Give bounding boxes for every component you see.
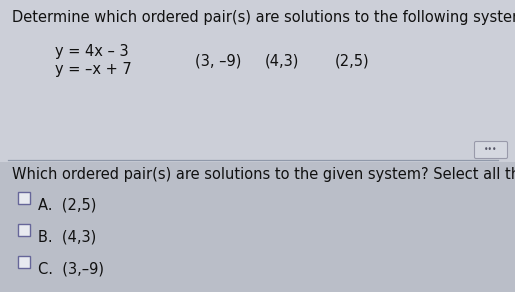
- Bar: [0, 162, 515, 292]
- Text: A.  (2,5): A. (2,5): [38, 197, 96, 212]
- Text: B.  (4,3): B. (4,3): [38, 229, 96, 244]
- Bar: [18, 224, 30, 236]
- FancyBboxPatch shape: [474, 142, 507, 159]
- Text: y = 4x – 3: y = 4x – 3: [55, 44, 129, 59]
- Text: Determine which ordered pair(s) are solutions to the following system.: Determine which ordered pair(s) are solu…: [12, 10, 515, 25]
- Text: Which ordered pair(s) are solutions to the given system? Select all that apply.: Which ordered pair(s) are solutions to t…: [12, 167, 515, 182]
- Text: (4,3): (4,3): [265, 53, 299, 68]
- Bar: [18, 256, 30, 268]
- Text: (2,5): (2,5): [335, 53, 370, 68]
- Bar: [18, 192, 30, 204]
- Bar: [0, 0, 515, 162]
- Text: •••: •••: [484, 145, 498, 154]
- Text: C.  (3,–9): C. (3,–9): [38, 261, 104, 276]
- Text: (3, –9): (3, –9): [195, 53, 242, 68]
- Text: y = –x + 7: y = –x + 7: [55, 62, 132, 77]
